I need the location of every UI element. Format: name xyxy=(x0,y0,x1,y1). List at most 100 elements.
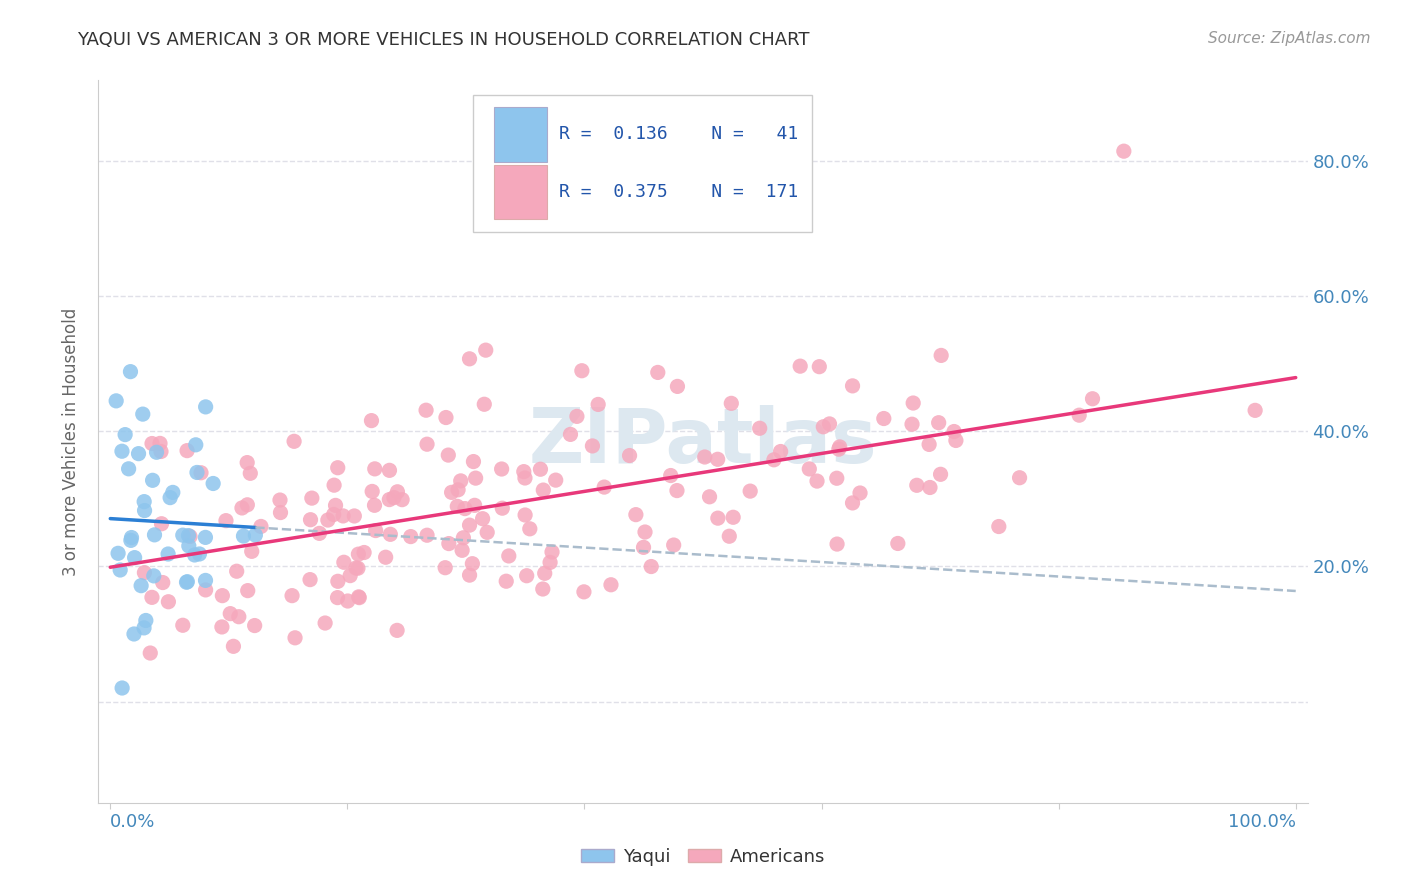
Point xyxy=(236,456,259,470)
Point xyxy=(901,396,924,410)
Text: YAQUI VS AMERICAN 3 OR MORE VEHICLES IN HOUSEHOLD CORRELATION CHART: YAQUI VS AMERICAN 3 OR MORE VEHICLES IN … xyxy=(77,31,810,49)
Point xyxy=(491,462,513,476)
Point xyxy=(565,409,588,424)
Point xyxy=(139,646,162,660)
Point xyxy=(363,498,385,512)
Point xyxy=(374,550,396,565)
Point xyxy=(152,575,174,590)
Point xyxy=(364,462,387,476)
Point xyxy=(141,591,163,605)
Point xyxy=(437,536,460,550)
Point xyxy=(706,452,728,467)
Point xyxy=(454,501,477,516)
Point xyxy=(364,524,387,538)
Point xyxy=(301,491,323,505)
Point xyxy=(186,466,208,480)
Point xyxy=(1008,471,1031,485)
Point xyxy=(250,519,273,533)
Point xyxy=(748,421,770,435)
Point xyxy=(458,351,481,366)
Point xyxy=(458,568,481,582)
Point xyxy=(498,549,520,563)
Text: ZIPatlas: ZIPatlas xyxy=(529,405,877,478)
Point xyxy=(202,476,225,491)
Point xyxy=(461,557,484,571)
FancyBboxPatch shape xyxy=(494,107,547,161)
Point xyxy=(464,471,486,485)
Point xyxy=(474,343,496,358)
Point xyxy=(789,359,811,373)
Point xyxy=(326,574,349,589)
Point xyxy=(299,573,322,587)
Point xyxy=(225,564,247,578)
Point xyxy=(416,437,439,451)
Point xyxy=(219,607,242,621)
Text: 0.0%: 0.0% xyxy=(110,813,156,831)
Point xyxy=(586,397,609,411)
Point xyxy=(513,508,536,522)
Point xyxy=(157,595,180,609)
Point xyxy=(323,478,346,492)
Point xyxy=(665,483,688,498)
Point xyxy=(107,546,129,560)
Point xyxy=(477,525,499,540)
Point xyxy=(453,531,475,545)
Point xyxy=(239,467,262,481)
Point xyxy=(361,484,384,499)
Point xyxy=(693,450,716,464)
Point xyxy=(120,365,142,379)
Point xyxy=(825,471,848,485)
FancyBboxPatch shape xyxy=(494,165,547,219)
Point xyxy=(943,425,966,439)
Text: R =  0.375    N =  171: R = 0.375 N = 171 xyxy=(560,183,799,202)
Point xyxy=(142,569,165,583)
Point xyxy=(145,445,167,459)
Point xyxy=(283,434,305,449)
Point xyxy=(380,527,402,541)
Point xyxy=(308,526,330,541)
Point xyxy=(873,411,896,425)
Point xyxy=(281,589,304,603)
Point xyxy=(360,414,382,428)
Point xyxy=(114,427,136,442)
Point xyxy=(529,462,551,476)
Point xyxy=(194,400,217,414)
Point xyxy=(343,508,366,523)
Point xyxy=(194,574,217,588)
Point xyxy=(662,538,685,552)
Point xyxy=(194,530,217,544)
Point xyxy=(491,501,513,516)
Point xyxy=(211,620,233,634)
Point xyxy=(336,594,359,608)
Point xyxy=(117,462,139,476)
Text: R =  0.136    N =   41: R = 0.136 N = 41 xyxy=(560,126,799,144)
Point xyxy=(162,485,184,500)
Point xyxy=(434,410,457,425)
Point xyxy=(707,511,730,525)
Point xyxy=(918,437,941,451)
Point xyxy=(945,434,967,448)
Point xyxy=(624,508,647,522)
Point xyxy=(828,442,851,457)
Point xyxy=(533,566,555,581)
Point xyxy=(121,531,143,545)
Point xyxy=(111,681,134,695)
Point xyxy=(513,471,536,485)
Point xyxy=(849,486,872,500)
Point xyxy=(314,615,336,630)
Point xyxy=(129,579,152,593)
Point xyxy=(447,483,470,497)
Point xyxy=(571,364,593,378)
Point xyxy=(464,499,486,513)
Point xyxy=(471,511,494,525)
Point xyxy=(284,631,307,645)
Point xyxy=(141,436,163,450)
Point xyxy=(332,508,354,523)
Point xyxy=(901,417,924,432)
Point xyxy=(326,460,349,475)
Point xyxy=(333,555,356,569)
Point xyxy=(143,528,166,542)
Point xyxy=(236,498,259,512)
Point xyxy=(188,547,211,561)
Point xyxy=(634,524,657,539)
